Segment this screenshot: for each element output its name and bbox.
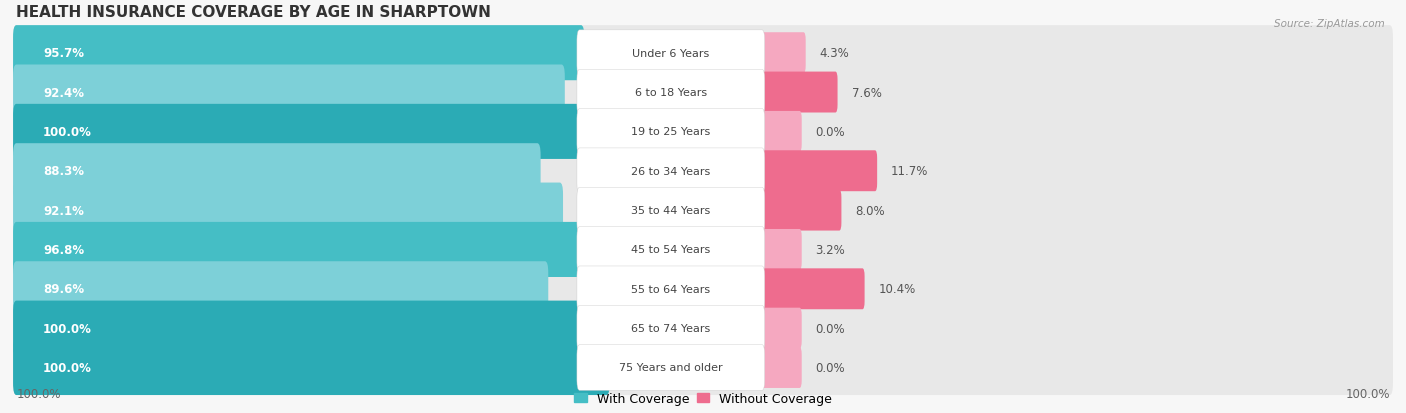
FancyBboxPatch shape <box>759 72 838 113</box>
FancyBboxPatch shape <box>13 301 1393 356</box>
Text: 45 to 54 Years: 45 to 54 Years <box>631 245 710 255</box>
Text: 19 to 25 Years: 19 to 25 Years <box>631 127 710 137</box>
FancyBboxPatch shape <box>759 308 801 349</box>
Text: 95.7%: 95.7% <box>44 47 84 60</box>
Text: 100.0%: 100.0% <box>44 361 91 374</box>
Text: 88.3%: 88.3% <box>44 165 84 178</box>
FancyBboxPatch shape <box>576 188 765 233</box>
FancyBboxPatch shape <box>759 33 806 74</box>
FancyBboxPatch shape <box>759 269 865 309</box>
Text: 0.0%: 0.0% <box>815 361 845 374</box>
FancyBboxPatch shape <box>576 266 765 312</box>
FancyBboxPatch shape <box>576 109 765 155</box>
Text: 7.6%: 7.6% <box>852 86 882 99</box>
Text: 65 to 74 Years: 65 to 74 Years <box>631 323 710 333</box>
FancyBboxPatch shape <box>13 340 610 395</box>
FancyBboxPatch shape <box>576 227 765 273</box>
Text: 11.7%: 11.7% <box>891 165 928 178</box>
Text: 100.0%: 100.0% <box>1346 387 1389 400</box>
FancyBboxPatch shape <box>759 230 801 270</box>
Text: 55 to 64 Years: 55 to 64 Years <box>631 284 710 294</box>
Text: 3.2%: 3.2% <box>815 243 845 256</box>
FancyBboxPatch shape <box>759 112 801 152</box>
Text: 6 to 18 Years: 6 to 18 Years <box>634 88 707 98</box>
Text: 0.0%: 0.0% <box>815 322 845 335</box>
Text: 8.0%: 8.0% <box>855 204 884 217</box>
Text: 100.0%: 100.0% <box>17 387 60 400</box>
Text: 75 Years and older: 75 Years and older <box>619 363 723 373</box>
Text: 100.0%: 100.0% <box>44 126 91 138</box>
FancyBboxPatch shape <box>13 65 1393 120</box>
FancyBboxPatch shape <box>13 261 548 317</box>
FancyBboxPatch shape <box>13 65 565 120</box>
FancyBboxPatch shape <box>13 222 591 277</box>
FancyBboxPatch shape <box>759 347 801 388</box>
FancyBboxPatch shape <box>13 183 562 238</box>
Text: 4.3%: 4.3% <box>820 47 849 60</box>
FancyBboxPatch shape <box>13 261 1393 317</box>
Text: 96.8%: 96.8% <box>44 243 84 256</box>
FancyBboxPatch shape <box>576 70 765 116</box>
FancyBboxPatch shape <box>13 104 1393 159</box>
FancyBboxPatch shape <box>13 340 1393 395</box>
FancyBboxPatch shape <box>759 151 877 192</box>
FancyBboxPatch shape <box>576 31 765 76</box>
FancyBboxPatch shape <box>13 26 585 81</box>
Legend: With Coverage, Without Coverage: With Coverage, Without Coverage <box>569 387 837 410</box>
FancyBboxPatch shape <box>13 301 610 356</box>
FancyBboxPatch shape <box>759 190 841 231</box>
FancyBboxPatch shape <box>13 222 1393 277</box>
FancyBboxPatch shape <box>576 345 765 390</box>
Text: 92.4%: 92.4% <box>44 86 84 99</box>
Text: 89.6%: 89.6% <box>44 282 84 296</box>
Text: 26 to 34 Years: 26 to 34 Years <box>631 166 710 176</box>
Text: HEALTH INSURANCE COVERAGE BY AGE IN SHARPTOWN: HEALTH INSURANCE COVERAGE BY AGE IN SHAR… <box>17 5 491 20</box>
Text: 100.0%: 100.0% <box>44 322 91 335</box>
FancyBboxPatch shape <box>13 183 1393 238</box>
FancyBboxPatch shape <box>13 26 1393 81</box>
Text: Source: ZipAtlas.com: Source: ZipAtlas.com <box>1274 19 1385 28</box>
Text: Under 6 Years: Under 6 Years <box>633 49 710 59</box>
Text: 92.1%: 92.1% <box>44 204 84 217</box>
FancyBboxPatch shape <box>13 144 1393 199</box>
Text: 10.4%: 10.4% <box>879 282 915 296</box>
FancyBboxPatch shape <box>576 149 765 194</box>
Text: 35 to 44 Years: 35 to 44 Years <box>631 206 710 216</box>
FancyBboxPatch shape <box>13 104 610 159</box>
FancyBboxPatch shape <box>13 144 540 199</box>
Text: 0.0%: 0.0% <box>815 126 845 138</box>
FancyBboxPatch shape <box>576 306 765 351</box>
